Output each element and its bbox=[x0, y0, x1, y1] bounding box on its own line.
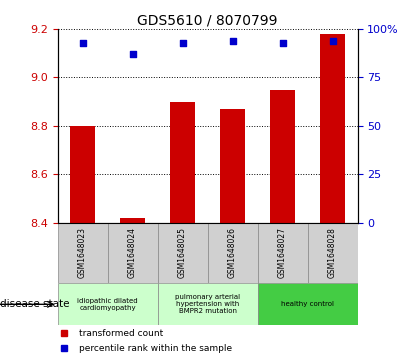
Text: transformed count: transformed count bbox=[79, 329, 163, 338]
Text: GSM1648028: GSM1648028 bbox=[328, 228, 337, 278]
Bar bbox=[258, 283, 358, 326]
Bar bbox=[70, 126, 95, 223]
Bar bbox=[108, 223, 157, 283]
Title: GDS5610 / 8070799: GDS5610 / 8070799 bbox=[137, 14, 278, 28]
Bar bbox=[157, 223, 208, 283]
Bar bbox=[58, 223, 108, 283]
Text: GSM1648023: GSM1648023 bbox=[78, 227, 87, 278]
Text: idiopathic dilated
cardiomyopathy: idiopathic dilated cardiomyopathy bbox=[77, 298, 138, 311]
Text: GSM1648027: GSM1648027 bbox=[278, 227, 287, 278]
Text: percentile rank within the sample: percentile rank within the sample bbox=[79, 344, 232, 353]
Bar bbox=[58, 283, 157, 326]
Bar bbox=[208, 223, 258, 283]
Bar bbox=[120, 218, 145, 223]
Text: pulmonary arterial
hypertension with
BMPR2 mutation: pulmonary arterial hypertension with BMP… bbox=[175, 294, 240, 314]
Text: healthy control: healthy control bbox=[281, 301, 334, 307]
Point bbox=[329, 38, 336, 44]
Bar bbox=[220, 109, 245, 223]
Text: GSM1648026: GSM1648026 bbox=[228, 227, 237, 278]
Point bbox=[279, 40, 286, 45]
Point bbox=[79, 40, 86, 45]
Bar bbox=[157, 283, 258, 326]
Point bbox=[229, 38, 236, 44]
Point bbox=[179, 40, 186, 45]
Bar bbox=[170, 102, 195, 223]
Text: disease state: disease state bbox=[0, 299, 70, 309]
Text: GSM1648025: GSM1648025 bbox=[178, 227, 187, 278]
Point bbox=[129, 51, 136, 57]
Bar bbox=[258, 223, 307, 283]
Bar bbox=[307, 223, 358, 283]
Text: GSM1648024: GSM1648024 bbox=[128, 227, 137, 278]
Bar bbox=[270, 90, 295, 223]
Bar bbox=[320, 34, 345, 223]
